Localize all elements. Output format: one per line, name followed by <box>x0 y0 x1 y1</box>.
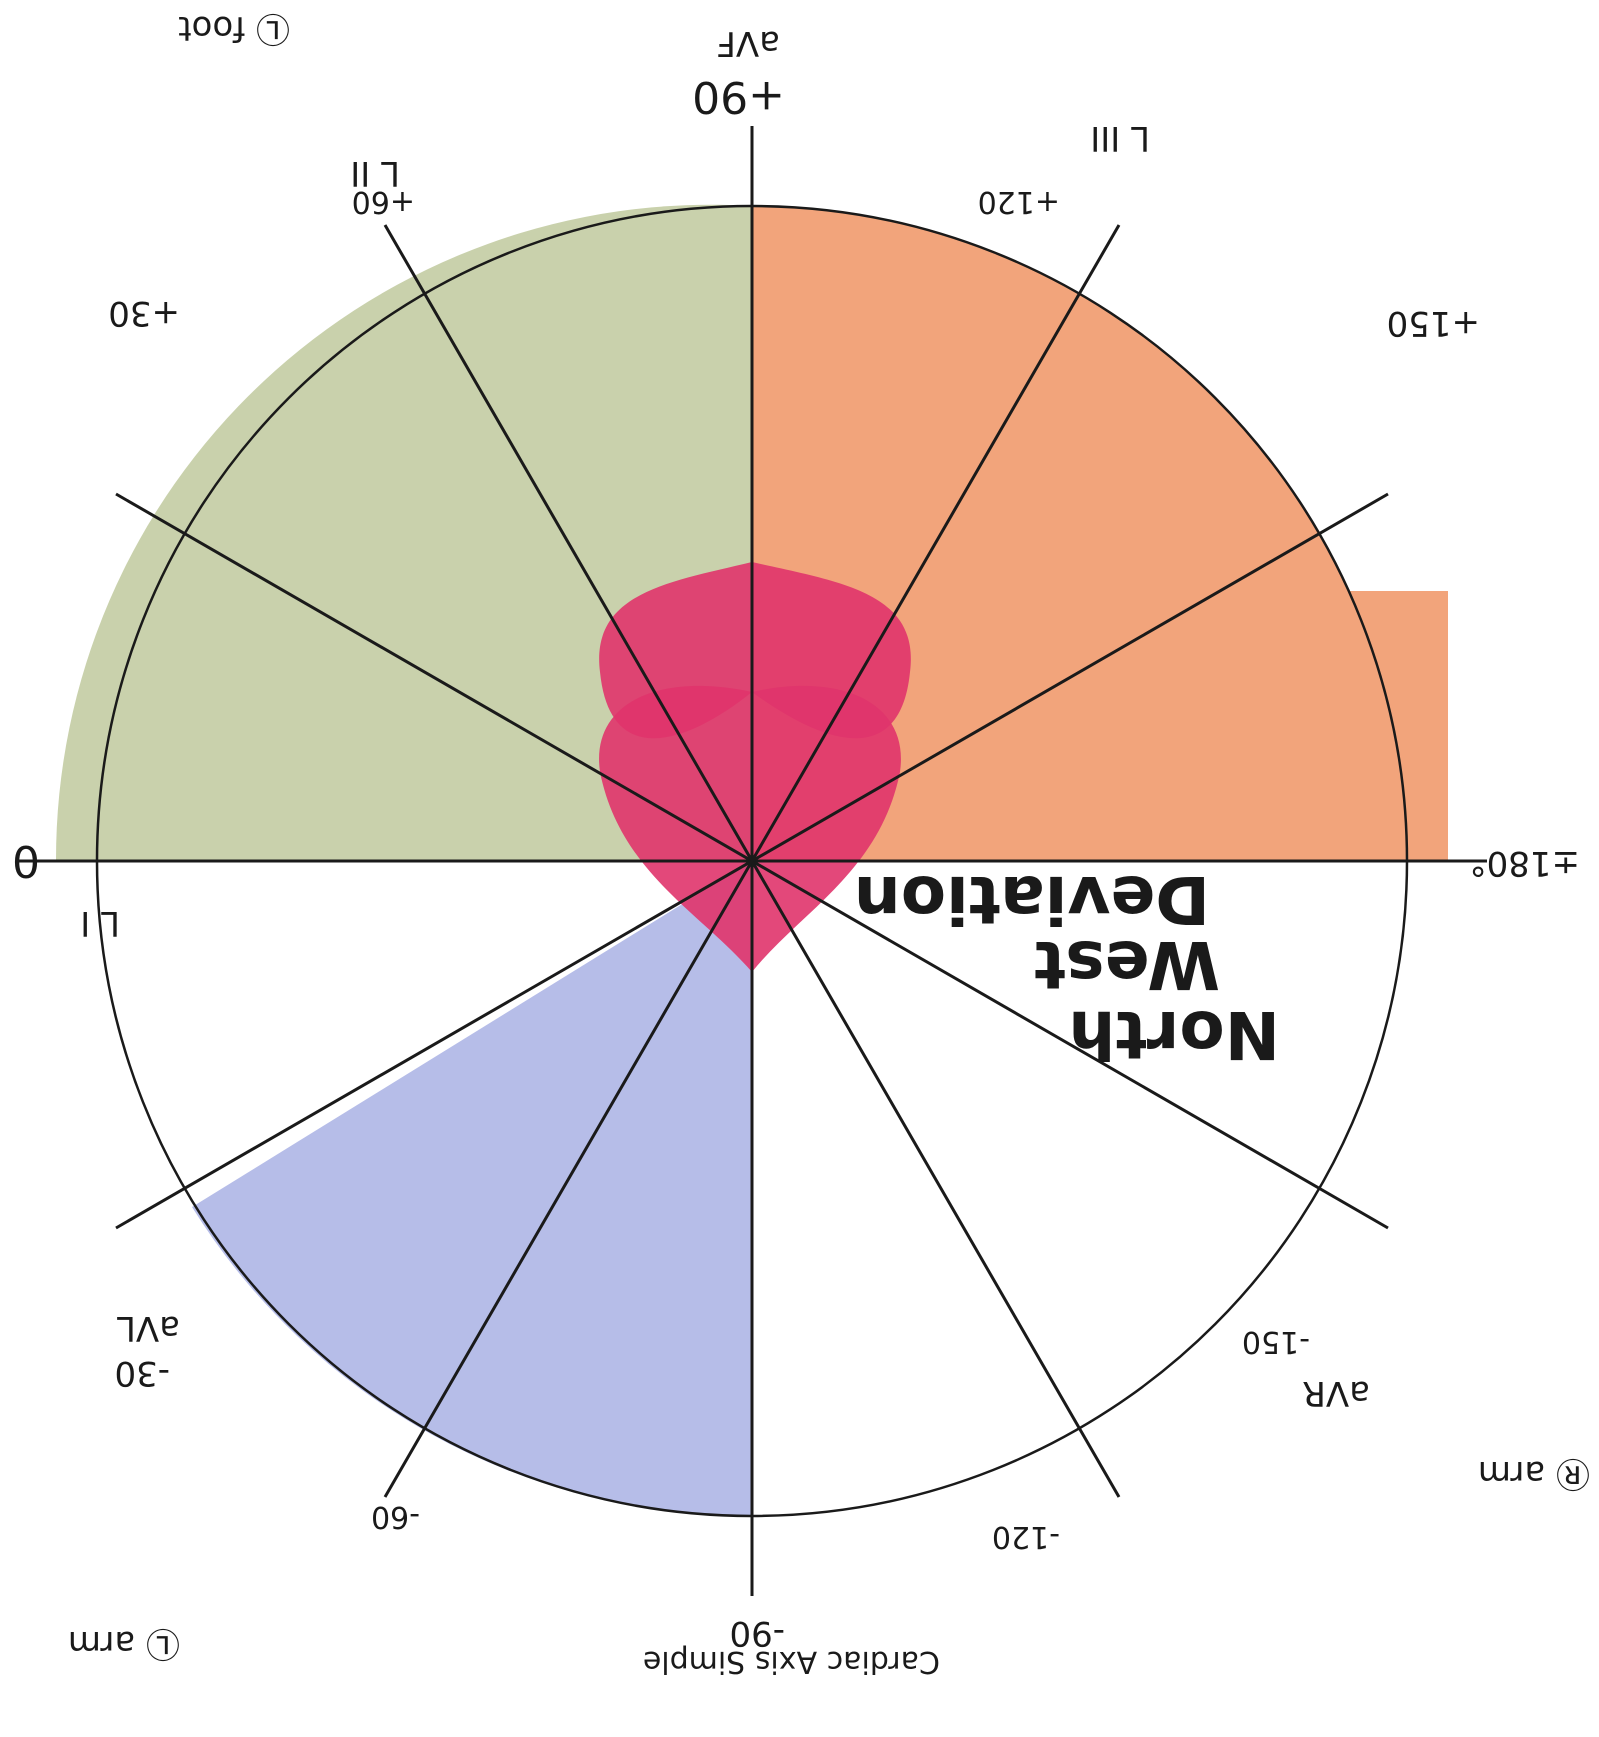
label-avr: aVR <box>1302 1373 1370 1413</box>
label-plus-minus-180: ±180° <box>1470 843 1580 883</box>
label-plus-30: +30 <box>108 293 180 333</box>
label-left-foot: Ⓛ foot <box>178 8 290 48</box>
label-avl: aVL <box>117 1308 180 1348</box>
label-plus-150: +150 <box>1387 303 1480 343</box>
axis-lines <box>17 126 1487 1596</box>
label-cardiac-axis-simple: Cardiac Axis Simple <box>643 1644 940 1679</box>
label-minus-120: -120 <box>992 1519 1060 1554</box>
heart-body <box>599 685 901 972</box>
label-lead-one: L I <box>80 903 120 943</box>
label-plus-120: +120 <box>978 184 1060 219</box>
right-axis-deviation-region <box>752 206 1448 861</box>
label-north: North <box>1068 996 1280 1073</box>
label-right-arm: Ⓡ arm <box>1478 1453 1590 1493</box>
normal-axis-region <box>55 204 752 861</box>
label-left-arm: Ⓛ arm <box>68 1623 180 1663</box>
axis-minus60-120 <box>383 224 1121 1498</box>
label-zero: 0 <box>12 835 40 886</box>
label-minus-60: -60 <box>371 1499 420 1534</box>
label-minus-90: -90 <box>729 1613 785 1653</box>
label-west: West <box>1034 926 1220 1003</box>
label-minus-150: -150 <box>1242 1324 1310 1359</box>
label-lead-two: L II <box>350 153 400 193</box>
label-plus-90: +90 <box>692 71 785 122</box>
label-lead-three: L III <box>1090 118 1150 158</box>
label-avf: aVF <box>716 23 780 63</box>
label-plus-60: +60 <box>352 184 415 219</box>
label-deviation: Deviation <box>854 861 1210 938</box>
left-axis-deviation-region <box>192 861 752 1517</box>
label-minus-30: -30 <box>114 1353 170 1393</box>
